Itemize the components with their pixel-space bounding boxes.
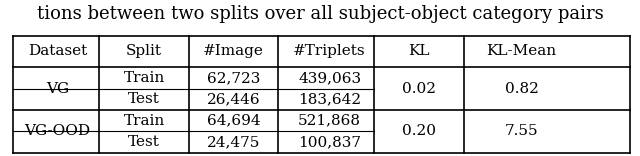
Text: 439,063: 439,063 bbox=[298, 71, 361, 85]
Text: 183,642: 183,642 bbox=[298, 92, 361, 106]
Text: 100,837: 100,837 bbox=[298, 135, 361, 149]
Text: 64,694: 64,694 bbox=[207, 114, 260, 128]
Text: 0.02: 0.02 bbox=[402, 82, 436, 95]
Text: #Image: #Image bbox=[203, 44, 264, 58]
Text: Train: Train bbox=[124, 71, 164, 85]
Text: VG-OOD: VG-OOD bbox=[24, 124, 91, 138]
Text: 521,868: 521,868 bbox=[298, 114, 361, 128]
Text: VG: VG bbox=[46, 82, 69, 95]
Text: 26,446: 26,446 bbox=[207, 92, 260, 106]
Text: tions between two splits over all subject-object category pairs: tions between two splits over all subjec… bbox=[36, 5, 604, 23]
Text: Split: Split bbox=[126, 44, 162, 58]
Text: Test: Test bbox=[128, 135, 160, 149]
Text: KL-Mean: KL-Mean bbox=[486, 44, 557, 58]
Text: Train: Train bbox=[124, 114, 164, 128]
Text: 0.20: 0.20 bbox=[402, 124, 436, 138]
Text: 0.82: 0.82 bbox=[505, 82, 538, 95]
Text: Test: Test bbox=[128, 92, 160, 106]
Text: #Triplets: #Triplets bbox=[293, 44, 366, 58]
Text: Dataset: Dataset bbox=[28, 44, 87, 58]
Text: 62,723: 62,723 bbox=[207, 71, 260, 85]
Text: 24,475: 24,475 bbox=[207, 135, 260, 149]
Text: KL: KL bbox=[408, 44, 430, 58]
Text: 7.55: 7.55 bbox=[505, 124, 538, 138]
